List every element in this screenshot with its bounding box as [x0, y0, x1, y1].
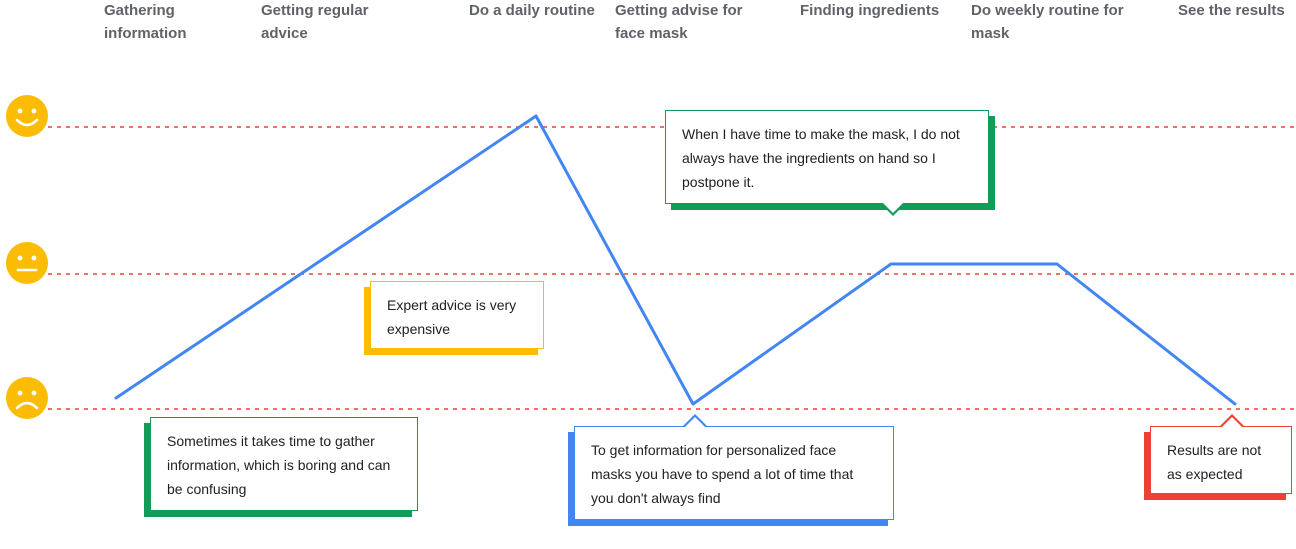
stage-heading-1: Getting regular advice: [261, 0, 411, 45]
stage-heading-3: Getting advise for face mask: [615, 0, 775, 45]
stage-heading-0: Gathering information: [104, 0, 244, 45]
journey-map: Gathering information Getting regular adv…: [0, 0, 1296, 549]
stage-heading-5: Do weekly routine for mask: [971, 0, 1141, 45]
expert-advice-note-text: Expert advice is very expensive: [370, 281, 544, 349]
personalized-mask-note: To get information for personalized face…: [574, 426, 894, 520]
results-note-text: Results are not as expected: [1150, 426, 1292, 494]
ingredients-note: When I have time to make the mask, I do …: [665, 110, 989, 204]
ingredients-note-text: When I have time to make the mask, I do …: [665, 110, 989, 204]
stage-heading-6: See the results: [1178, 0, 1288, 23]
stage-heading-4: Finding ingredients: [800, 0, 940, 23]
stage-heading-2: Do a daily routine: [469, 0, 609, 23]
results-note: Results are not as expected: [1150, 426, 1292, 494]
gather-info-note: Sometimes it takes time to gather inform…: [150, 417, 418, 511]
personalized-mask-note-text: To get information for personalized face…: [574, 426, 894, 520]
gather-info-note-text: Sometimes it takes time to gather inform…: [150, 417, 418, 511]
expert-advice-note: Expert advice is very expensive: [370, 281, 544, 349]
